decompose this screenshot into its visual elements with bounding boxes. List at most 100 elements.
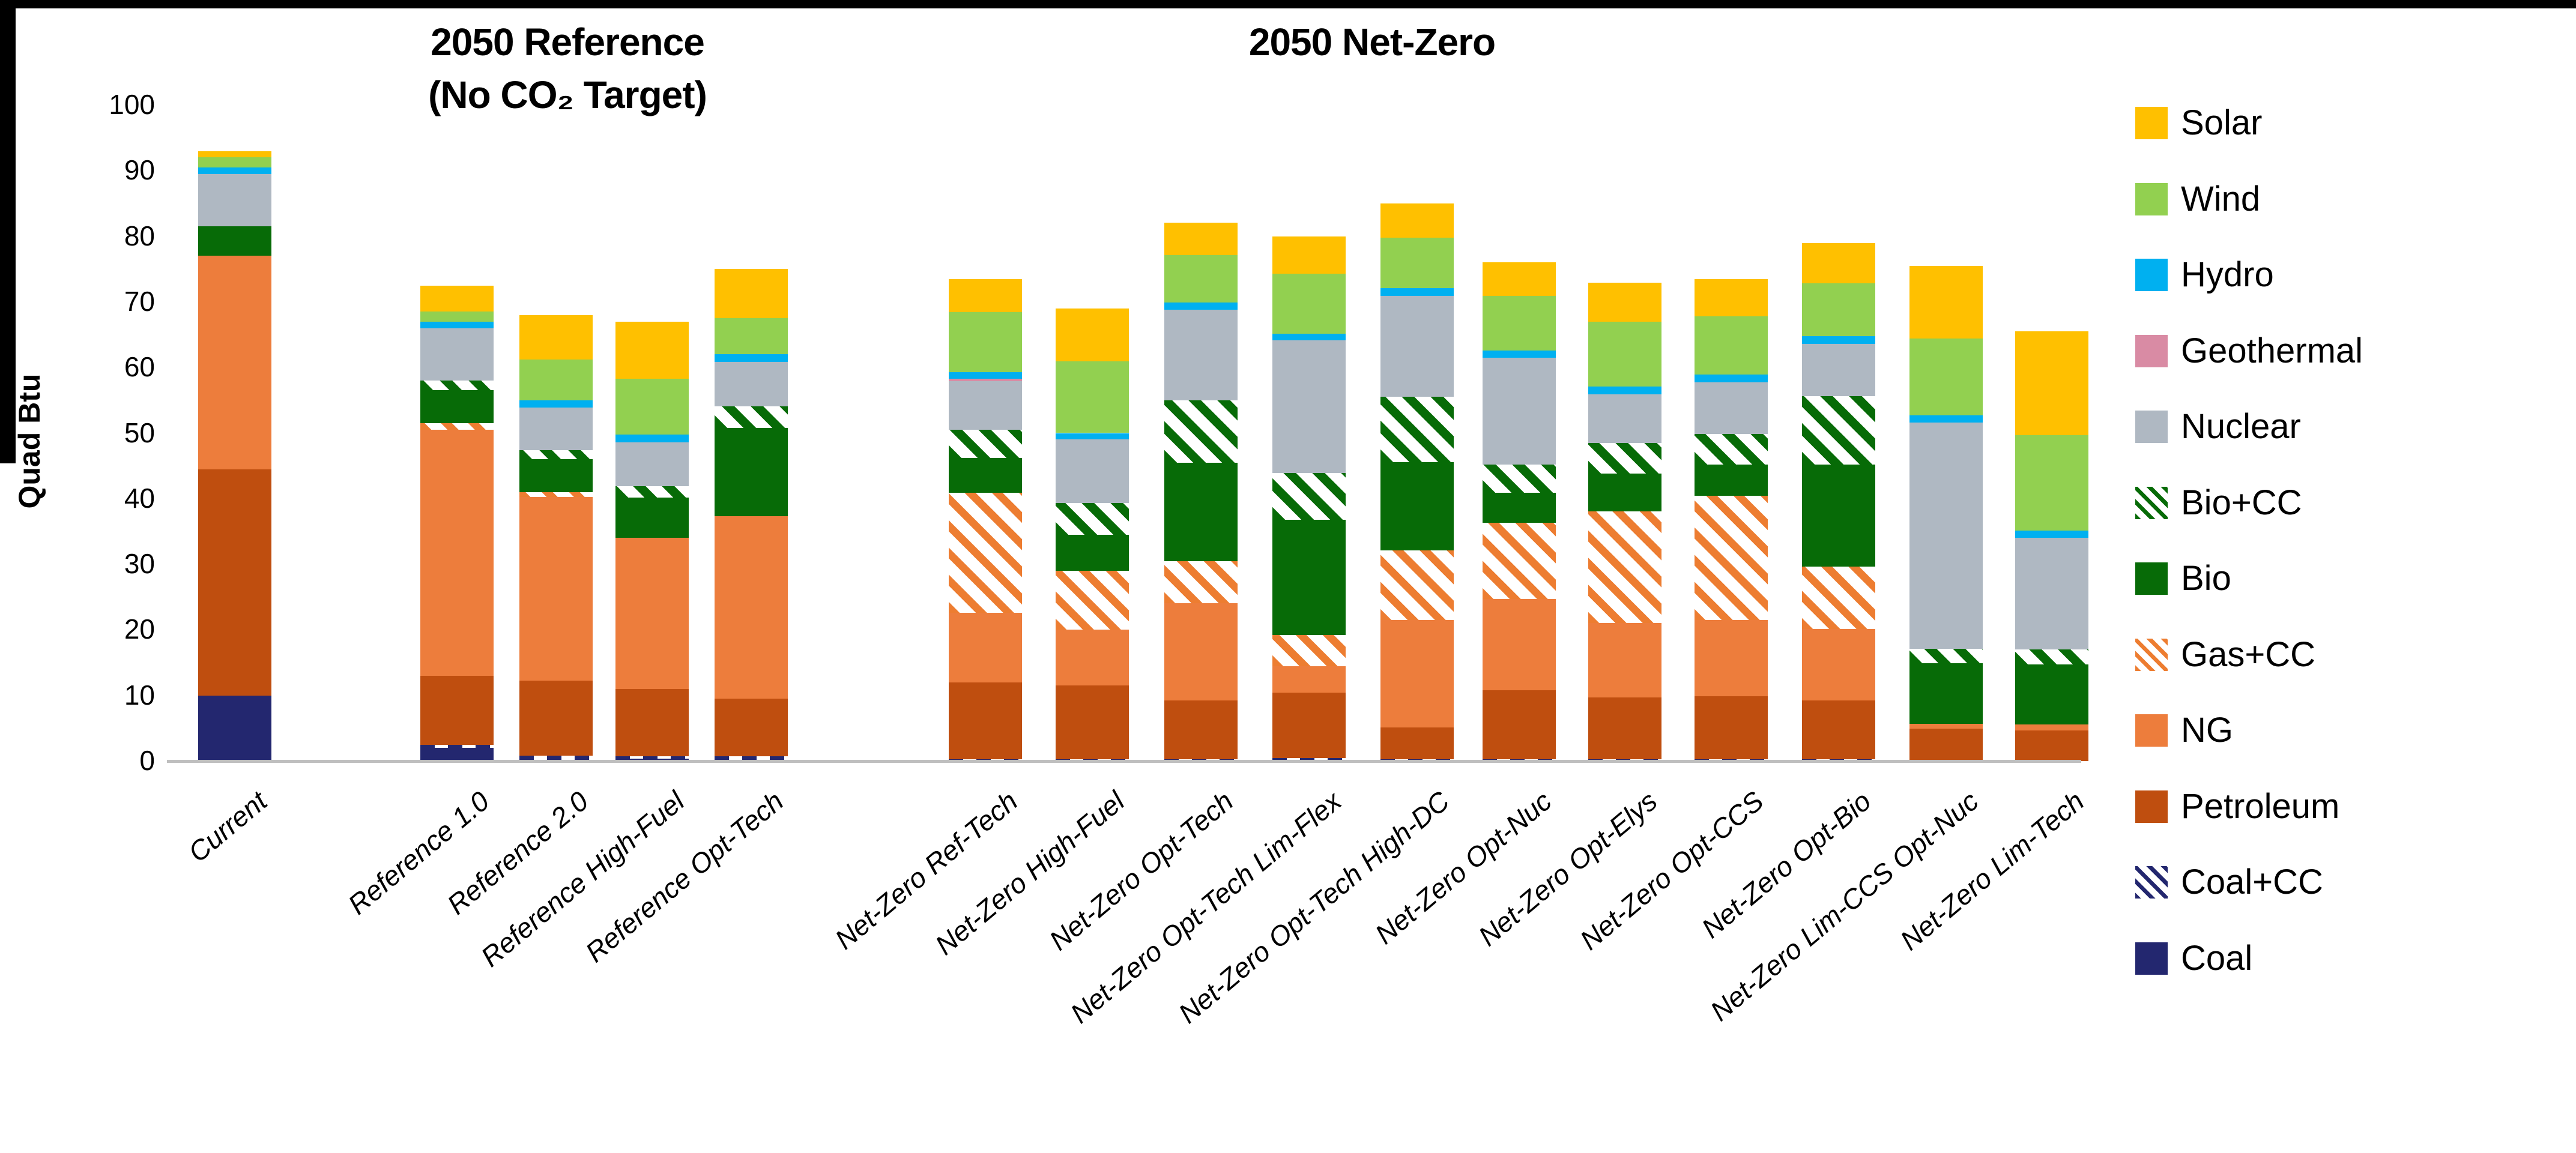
bar-segment-bio [2015, 664, 2088, 724]
y-tick-40: 40 [124, 482, 155, 514]
legend-swatch-hydro [2135, 259, 2168, 291]
y-tick-60: 60 [124, 351, 155, 383]
bar-segment-wind [615, 378, 689, 435]
bar-segment-gas-cc [420, 423, 494, 430]
bar-segment-coal-cc [519, 756, 593, 760]
y-tick-0: 0 [139, 745, 155, 776]
bar-segment-hydro [2015, 531, 2088, 538]
bar-segment-petroleum [1695, 696, 1768, 759]
legend-label-bio-cc: Bio+CC [2181, 483, 2302, 522]
bar-segment-gas-cc [1272, 635, 1346, 666]
bar-segment-gas-cc [1056, 571, 1129, 630]
bar-segment-ng [1272, 666, 1346, 693]
bar-segment-solar [1164, 222, 1238, 256]
bar-segment-coal [198, 695, 271, 761]
bar-segment-ng [1588, 623, 1661, 697]
bar-segment-wind [1909, 339, 1983, 415]
bar-segment-nuclear [1164, 310, 1238, 400]
legend-label-coal: Coal [2181, 938, 2253, 978]
bar-segment-bio [1164, 462, 1238, 561]
y-tick-20: 20 [124, 613, 155, 645]
bar-segment-solar [1380, 203, 1454, 238]
bar-segment-bio-cc [949, 430, 1022, 459]
bar-segment-bio-cc [1056, 503, 1129, 535]
bar-segment-hydro [1588, 386, 1661, 394]
bar-segment-hydro [1056, 433, 1129, 440]
bar-segment-bio-cc [2015, 649, 2088, 665]
reference-group-title: 2050 Reference (No CO₂ Target) [357, 16, 778, 121]
y-tick-80: 80 [124, 220, 155, 251]
legend-label-ng: NG [2181, 711, 2233, 750]
bar-segment-wind [1588, 321, 1661, 387]
x-axis-line [167, 760, 2081, 763]
y-tick-50: 50 [124, 417, 155, 448]
legend-swatch-coal [2135, 942, 2168, 975]
bar-segment-hydro [615, 434, 689, 442]
bar-segment-wind [1483, 296, 1556, 351]
bar-segment-coal [420, 748, 494, 761]
bar-segment-hydro [1802, 336, 1875, 344]
bar-segment-bio [519, 459, 593, 492]
bar-segment-hydro [1483, 350, 1556, 358]
y-tick-100: 100 [109, 89, 155, 120]
bar-segment-nuclear [1380, 296, 1454, 397]
bar-segment-nuclear [1056, 439, 1129, 504]
bar-segment-petroleum [715, 699, 788, 757]
bar-segment-nuclear [519, 407, 593, 450]
bar-segment-solar [1909, 265, 1983, 339]
bar-segment-solar [715, 269, 788, 319]
legend-label-wind: Wind [2181, 179, 2261, 218]
bar-segment-petroleum [1909, 729, 1983, 761]
bar-segment-wind [1802, 283, 1875, 336]
bar-segment-nuclear [1588, 394, 1661, 443]
bar-segment-bio [715, 427, 788, 517]
bar-segment-solar [1056, 308, 1129, 362]
bar-segment-gas-cc [949, 492, 1022, 613]
bar-segment-bio-cc [1588, 442, 1661, 474]
bar-segment-solar [1483, 262, 1556, 297]
bar-segment-gas-cc [1588, 511, 1661, 624]
bar-segment-coal-cc [1272, 757, 1346, 761]
bar-segment-coal-cc [615, 756, 689, 759]
bar-segment-ng [615, 538, 689, 689]
bar-segment-nuclear [949, 381, 1022, 430]
bar-segment-petroleum [198, 469, 271, 696]
bar-segment-ng [1164, 603, 1238, 701]
bar-segment-bio [1802, 464, 1875, 567]
bar-segment-wind [715, 318, 788, 355]
bar-segment-bio-cc [519, 450, 593, 460]
bar-segment-hydro [198, 167, 271, 174]
bar-segment-petroleum [420, 675, 494, 745]
bar-segment-petroleum [1380, 727, 1454, 759]
bar-segment-bio-cc [1802, 396, 1875, 465]
bar-segment-bio-cc [1380, 397, 1454, 462]
bar-segment-petroleum [615, 688, 689, 757]
bar-segment-solar [198, 151, 271, 158]
reference-group-title-line1: 2050 Reference [431, 20, 705, 64]
bar-segment-bio [198, 226, 271, 256]
bar-segment-gas-cc [1380, 550, 1454, 620]
bar-segment-bio [1380, 462, 1454, 551]
bar-segment-bio [1056, 534, 1129, 571]
legend-swatch-nuclear [2135, 411, 2168, 443]
bar-segment-hydro [1380, 287, 1454, 297]
bar-segment-bio-cc [420, 381, 494, 391]
y-tick-30: 30 [124, 548, 155, 580]
legend-label-petroleum: Petroleum [2181, 786, 2340, 826]
bar-segment-ng [420, 430, 494, 676]
y-axis-title: Quad Btu [13, 373, 46, 509]
legend-swatch-bio [2135, 562, 2168, 595]
bar-segment-solar [2015, 331, 2088, 435]
bar-segment-gas-cc [1483, 523, 1556, 600]
bar-segment-gas-cc [1164, 561, 1238, 603]
bar-segment-gas-cc [519, 492, 593, 497]
bar-segment-wind [420, 312, 494, 322]
bar-segment-bio-cc [1909, 649, 1983, 664]
legend-swatch-bio-cc [2135, 486, 2168, 519]
bar-segment-wind [949, 312, 1022, 372]
bar-segment-nuclear [1272, 340, 1346, 474]
legend-swatch-ng [2135, 714, 2168, 747]
bar-segment-ng [198, 256, 271, 469]
bar-segment-ng [519, 496, 593, 681]
bar-segment-petroleum [1483, 690, 1556, 759]
